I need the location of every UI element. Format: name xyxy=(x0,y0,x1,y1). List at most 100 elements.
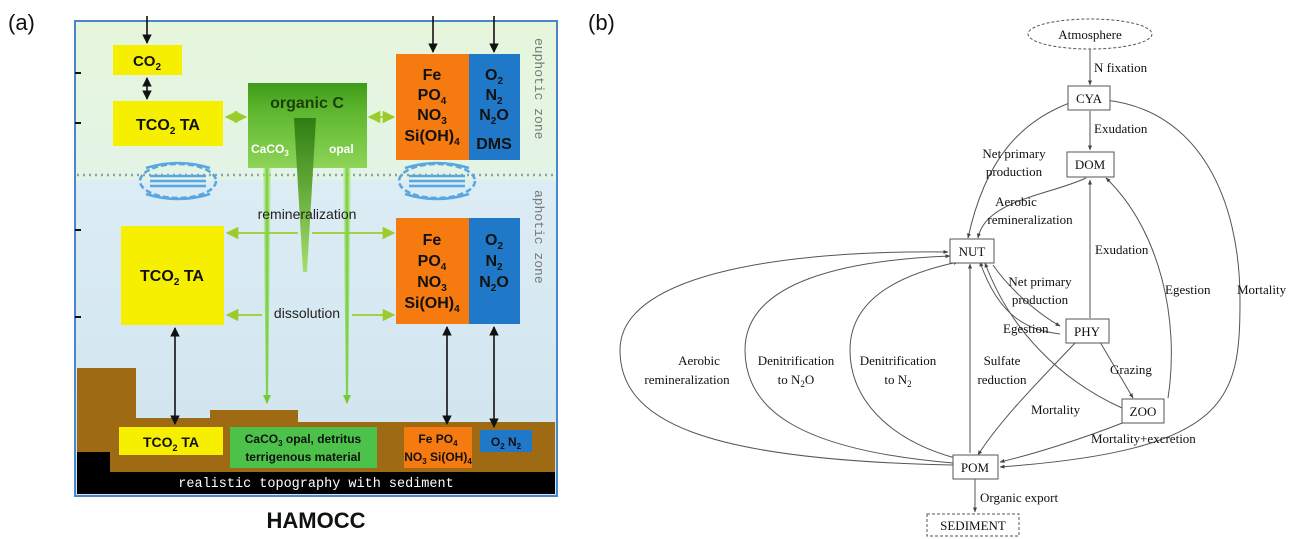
tco2-ta-surface-label: TCO2 TA xyxy=(136,117,200,137)
circulation-icon-right xyxy=(397,161,477,201)
nutrients-sediment-box xyxy=(404,427,472,468)
node-atmosphere xyxy=(1027,18,1153,50)
remineralization-cone xyxy=(294,118,316,272)
panel-a-caption: HAMOCC xyxy=(267,508,366,533)
edge-sulfate-line2: reduction xyxy=(977,372,1027,387)
edge-sulfate-line1: Sulfate xyxy=(984,353,1021,368)
sediment-solids-box xyxy=(230,427,377,468)
edge-npp2-line1: Net primary xyxy=(1008,274,1072,289)
gases-deep-labels: O2 N2 N2O xyxy=(479,232,509,294)
edge-mortality-cya: Mortality xyxy=(1237,282,1287,297)
svg-text:PO4: PO4 xyxy=(418,253,447,273)
nutrients-deep-box xyxy=(396,218,469,324)
edge-aerobic1-line2: remineralization xyxy=(987,212,1073,227)
edge-npp1-line2: production xyxy=(986,164,1043,179)
tco2-ta-deep-box xyxy=(121,226,224,325)
svg-text:NO3: NO3 xyxy=(417,107,447,127)
svg-text:Si(OH)4: Si(OH)4 xyxy=(404,128,460,148)
topography-bar xyxy=(77,472,555,494)
gases-surface-labels: O2 N2 N2O DMS xyxy=(476,67,512,153)
svg-text:Fe: Fe xyxy=(423,67,442,84)
tco2-ta-deep-label: TCO2 TA xyxy=(140,268,204,288)
edge-denit2-line2: to N2 xyxy=(884,372,911,389)
sediment-solids-line2: terrigenous material xyxy=(245,450,360,464)
svg-text:Si(OH)4: Si(OH)4 xyxy=(404,295,460,315)
edge-egestion-zoo: Egestion xyxy=(1165,282,1211,297)
edge-exudation-phy: Exudation xyxy=(1095,242,1149,257)
organic-c-label: organic C xyxy=(270,95,344,112)
edge-denit1-line2: to N2O xyxy=(778,372,815,389)
node-zoo-label: ZOO xyxy=(1130,404,1157,419)
gases-sediment-label: O2 N2 xyxy=(491,435,522,451)
node-nut-label: NUT xyxy=(959,244,986,259)
node-atmosphere-label: Atmosphere xyxy=(1058,27,1122,42)
ecosystem-flow-diagram: Atmosphere CYA DOM NUT PHY ZOO POM SEDIM… xyxy=(619,18,1287,537)
edge-egestion-nut: Egestion xyxy=(1003,321,1049,336)
edge-grazing: Grazing xyxy=(1110,362,1152,377)
svg-text:N2: N2 xyxy=(485,87,503,107)
node-pom-label: POM xyxy=(961,460,990,475)
panel-a-label: (a) xyxy=(8,10,35,35)
edge-npp2-line2: production xyxy=(1012,292,1069,307)
node-zoo xyxy=(1121,398,1165,424)
svg-text:DMS: DMS xyxy=(476,136,512,153)
euphotic-zone-label: euphotic zone xyxy=(531,38,546,139)
co2-label: CO2 xyxy=(133,53,162,73)
svg-text:N2O: N2O xyxy=(479,274,509,294)
node-dom xyxy=(1066,151,1115,178)
caco3-label: CaCO3 xyxy=(251,142,289,158)
hamocc-diagram: euphotic zone aphotic zone realistic top… xyxy=(74,16,558,497)
co2-box xyxy=(113,45,182,75)
node-cya-label: CYA xyxy=(1076,91,1103,106)
panel-b-label: (b) xyxy=(588,10,615,35)
nutrients-surface-labels: Fe PO4 NO3 Si(OH)4 xyxy=(404,67,460,148)
node-sediment xyxy=(926,513,1020,537)
frame-ticks xyxy=(75,72,81,318)
flow-edges xyxy=(619,49,1241,513)
nutrients-surface-box xyxy=(396,54,469,160)
edge-npp1-line1: Net primary xyxy=(982,146,1046,161)
circulation-icon-left xyxy=(138,161,218,201)
sediment-solids-line1: CaCO3 opal, detritus xyxy=(245,432,362,448)
gases-surface-box xyxy=(469,54,520,160)
svg-text:NO3: NO3 xyxy=(417,274,447,294)
tco2-ta-surface-box xyxy=(113,101,223,146)
edge-aerobic2-line1: Aerobic xyxy=(678,353,720,368)
edge-n-fixation: N fixation xyxy=(1094,60,1148,75)
opal-label: opal xyxy=(329,142,354,156)
gases-deep-box xyxy=(469,218,520,324)
node-sediment-label: SEDIMENT xyxy=(940,518,1006,533)
svg-text:PO4: PO4 xyxy=(418,87,447,107)
edge-aerobic2-line2: remineralization xyxy=(644,372,730,387)
node-nut xyxy=(949,238,995,264)
svg-text:N2O: N2O xyxy=(479,107,509,127)
edge-organic-export: Organic export xyxy=(980,490,1058,505)
dissolution-label: dissolution xyxy=(274,305,340,321)
tco2-ta-sediment-label: TCO2 TA xyxy=(143,434,199,453)
edge-exudation-cya: Exudation xyxy=(1094,121,1148,136)
edge-denit1-line1: Denitrification xyxy=(758,353,835,368)
edge-aerobic1-line1: Aerobic xyxy=(995,194,1037,209)
svg-text:N2: N2 xyxy=(485,253,503,273)
topography-label: realistic topography with sediment xyxy=(178,477,453,492)
caco3-flux-arrowhead xyxy=(263,395,271,404)
nutrients-deep-labels: Fe PO4 NO3 Si(OH)4 xyxy=(404,232,460,315)
svg-text:O2: O2 xyxy=(485,67,503,87)
opal-sinking-flux xyxy=(343,165,351,403)
node-pom xyxy=(952,454,999,480)
svg-text:O2: O2 xyxy=(485,232,503,252)
gases-sediment-box xyxy=(480,430,532,452)
edge-mortality-excretion: Mortality+excretion xyxy=(1091,431,1196,446)
aphotic-zone-label: aphotic zone xyxy=(531,190,546,284)
node-cya xyxy=(1067,85,1111,111)
node-phy-label: PHY xyxy=(1074,324,1101,339)
nutrients-sediment-line2: NO3 Si(OH)4 xyxy=(404,450,472,466)
nutrients-sediment-line1: Fe PO4 xyxy=(418,432,458,448)
edge-mortality-phy: Mortality xyxy=(1031,402,1081,417)
exchange-arrows-green xyxy=(224,110,396,322)
remineralization-label: remineralization xyxy=(258,206,357,222)
vertical-exchange-arrows xyxy=(142,16,499,428)
caco3-sinking-flux xyxy=(263,165,271,403)
edge-denit2-line1: Denitrification xyxy=(860,353,937,368)
